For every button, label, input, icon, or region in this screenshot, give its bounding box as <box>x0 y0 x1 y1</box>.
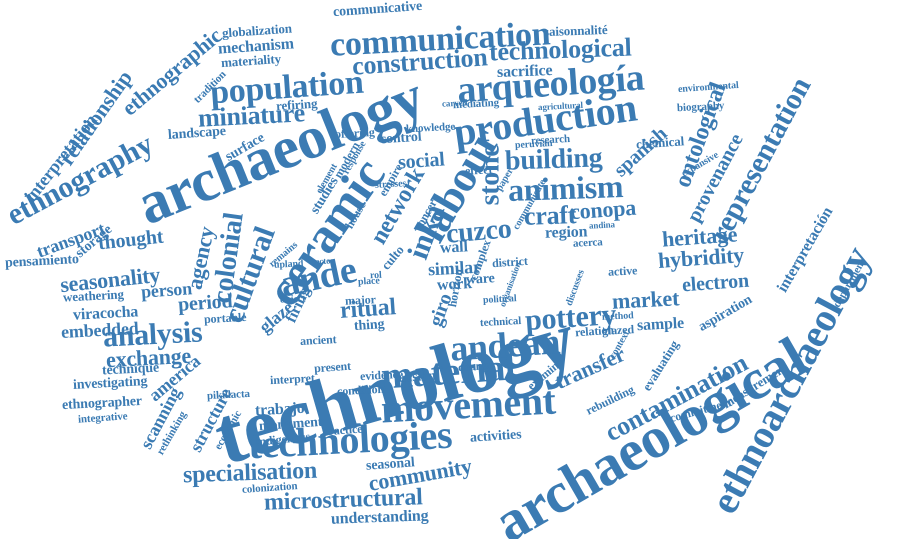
word-market: market <box>610 285 680 314</box>
word-culto: culto <box>377 241 407 273</box>
word-technological: technological <box>488 32 632 67</box>
word-sacrifice: sacrifice <box>496 62 553 81</box>
word-carved: carved <box>441 96 468 109</box>
word-object: object <box>279 293 306 306</box>
word-acerca: acerca <box>572 235 603 250</box>
word-thing: thing <box>353 316 385 335</box>
word-technical: technical <box>479 314 521 329</box>
word-activities: activities <box>469 427 522 446</box>
word-agricultural: agricultural <box>537 99 583 112</box>
word-wall: wall <box>439 238 469 257</box>
word-pensamiento: pensamiento <box>4 252 80 271</box>
word-globalization: globalization <box>221 20 293 40</box>
word-interpret: interpret <box>269 370 315 388</box>
word-andina: andina <box>588 218 616 231</box>
word-change: change <box>457 357 494 375</box>
word-practice: practice <box>321 421 363 439</box>
word-present: present <box>313 358 351 376</box>
word-spanish: spanish <box>609 122 671 182</box>
word-ethnographer: ethnographer <box>61 393 143 414</box>
word-person: person <box>139 278 193 302</box>
word-weathering: weathering <box>62 285 124 305</box>
word-communicative: communicative <box>332 0 423 21</box>
word-pikillacta: pikillacta <box>206 387 250 402</box>
word-understanding: understanding <box>330 507 429 528</box>
word-sample: sample <box>636 314 684 335</box>
word-rol: rol <box>369 269 383 282</box>
word-electron: electron <box>680 269 750 297</box>
word-knowledge: knowledge <box>405 120 455 135</box>
word-effect: effect <box>464 162 493 178</box>
word-method: method <box>601 310 634 323</box>
word-chemical: chemical <box>635 132 685 152</box>
word-investigating: investigating <box>72 374 148 393</box>
word-offering: offering <box>334 124 376 142</box>
word-aspiration: aspiration <box>695 292 755 335</box>
word-ancient: ancient <box>299 332 337 348</box>
word-integrative: integrative <box>77 409 128 426</box>
word-saisonnalit-: saisonnalité <box>543 21 608 39</box>
word-political: political <box>482 293 517 306</box>
word-portable: portable <box>203 309 247 327</box>
word-materiality: materiality <box>220 50 282 70</box>
word-evidence: evidence <box>359 366 403 384</box>
word-refiring: refiring <box>275 95 318 113</box>
word-stresses: stresses <box>374 178 406 191</box>
word-peruvian: peruvian <box>514 138 553 151</box>
word-sector: sector <box>311 254 335 267</box>
word-hybridity: hybridity <box>657 242 745 273</box>
word-major: major <box>344 292 376 308</box>
word-active: active <box>607 263 638 279</box>
word-viracocha: viracocha <box>72 303 139 324</box>
word-condition: condition <box>336 381 384 399</box>
